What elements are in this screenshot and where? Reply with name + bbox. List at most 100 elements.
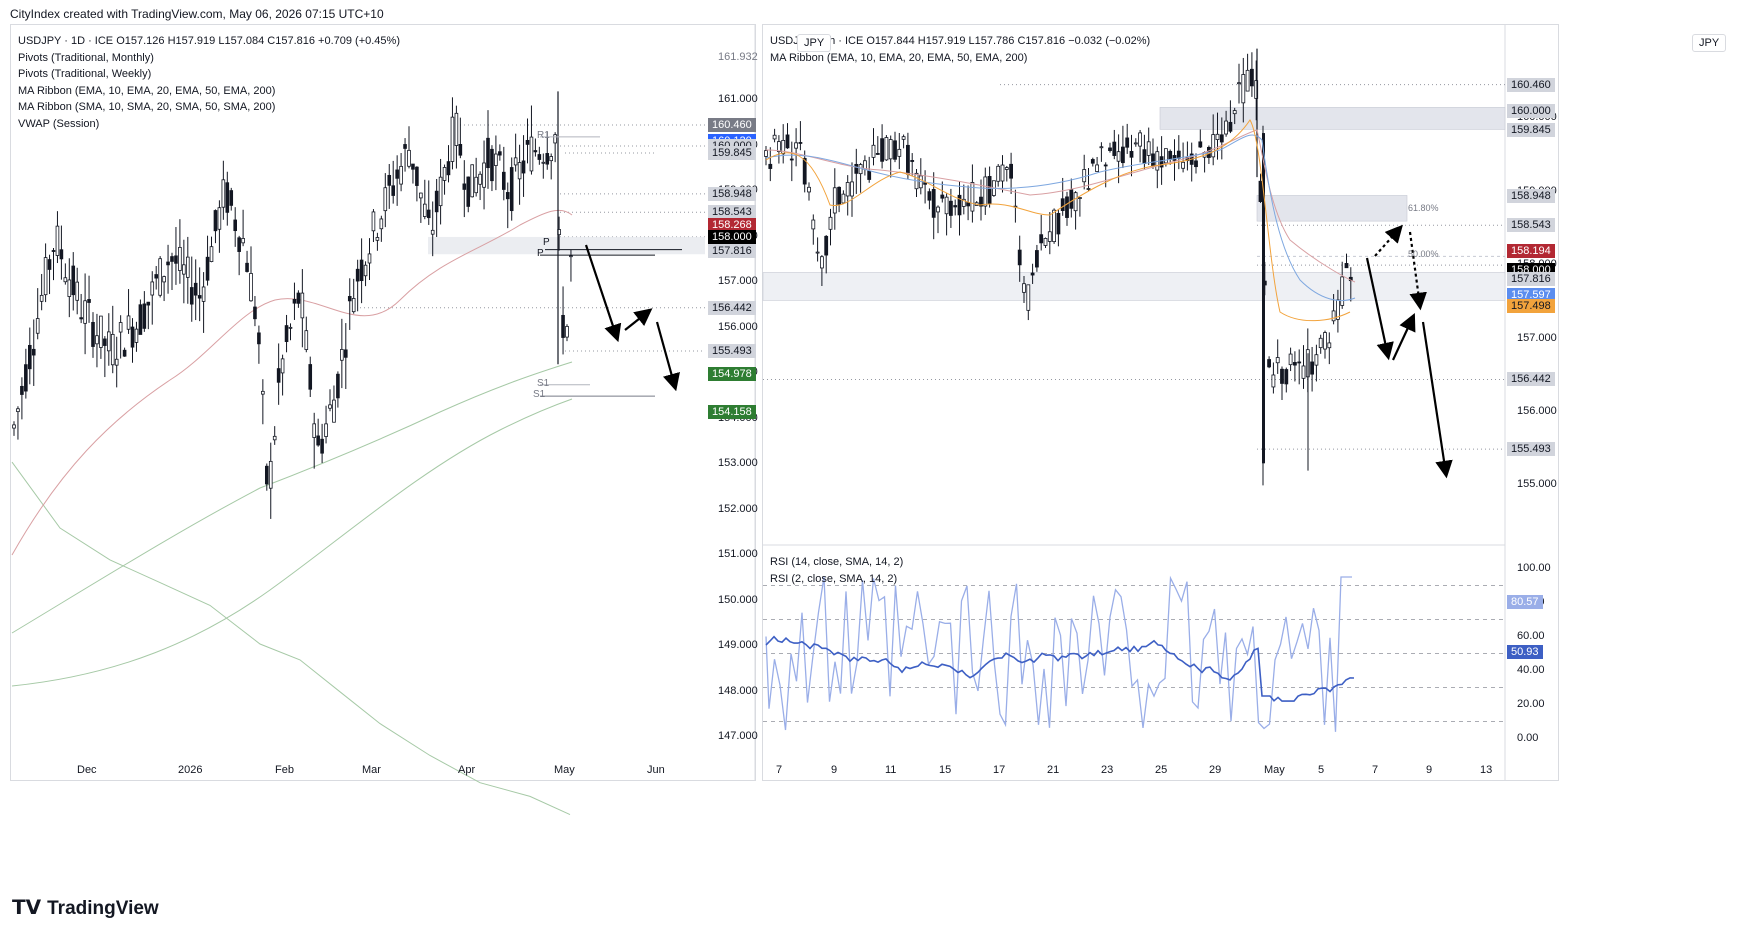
left-candle-down: [166, 261, 170, 266]
left-candle-up: [118, 322, 123, 333]
right-ema20-line: [765, 134, 1356, 301]
left-candle-up: [114, 358, 119, 366]
right-candle-down: [1310, 361, 1314, 375]
right-x-tick: 21: [1047, 764, 1060, 776]
left-legend-pivots-weekly[interactable]: Pivots (Traditional, Weekly): [18, 68, 152, 80]
left-candle-down: [170, 256, 174, 262]
left-candle-up: [67, 279, 72, 297]
right-price-badge[interactable]: 157.597: [1507, 287, 1555, 302]
left-x-tick: Feb: [275, 764, 294, 776]
left-candle-up: [517, 162, 522, 180]
right-price-badge[interactable]: 160.460: [1507, 77, 1555, 92]
right-candle-down: [1267, 359, 1271, 368]
left-price-badge[interactable]: 157.816: [708, 243, 756, 258]
left-candle-up: [470, 164, 474, 198]
left-y-tick: 161.000: [718, 93, 758, 106]
right-candle-up: [1275, 357, 1280, 364]
right-candle-up: [936, 206, 940, 213]
left-price-badge[interactable]: 158.268: [708, 217, 756, 232]
tradingview-brand[interactable]: 𝗧𝗩 TradingView: [12, 895, 159, 920]
right-candle-down: [789, 158, 794, 161]
left-legend-pivots-monthly[interactable]: Pivots (Traditional, Monthly): [18, 51, 154, 64]
rsi-value-badge[interactable]: 80.57: [1507, 594, 1543, 609]
left-candle-up: [272, 435, 277, 441]
left-price-badge[interactable]: 154.158: [708, 404, 756, 419]
right-candle-down: [1194, 160, 1198, 168]
left-legend-ma-ribbon-ema[interactable]: MA Ribbon (EMA, 10, EMA, 20, EMA, 50, EM…: [18, 84, 276, 97]
right-candle-down: [1284, 369, 1289, 385]
right-candle-up: [1026, 284, 1031, 311]
right-price-badge[interactable]: 157.498: [1507, 298, 1555, 313]
right-legend-ma-ribbon[interactable]: MA Ribbon (EMA, 10, EMA, 20, EMA, 50, EM…: [770, 51, 1028, 64]
left-candle-down: [561, 314, 565, 338]
right-price-badge[interactable]: 155.493: [1507, 442, 1555, 457]
left-candle-down: [336, 373, 340, 399]
left-price-badge[interactable]: 156.442: [708, 300, 756, 315]
right-candle-up: [996, 165, 1001, 182]
left-candle-up: [513, 157, 518, 166]
left-x-tick: Jun: [647, 764, 665, 776]
left-projection-arrow-up: [624, 308, 653, 331]
rsi14-line: [765, 635, 1355, 702]
right-price-badge[interactable]: 158.948: [1507, 188, 1555, 203]
left-price-badge[interactable]: 154.978: [708, 367, 756, 382]
left-legend-ma-ribbon-sma[interactable]: MA Ribbon (SMA, 10, SMA, 20, SMA, 50, SM…: [18, 101, 276, 113]
left-legend-vwap[interactable]: VWAP (Session): [18, 117, 100, 130]
left-candle-down: [355, 268, 360, 282]
left-legend-symbol[interactable]: USDJPY · 1D · ICE O157.126 H157.919 L157…: [18, 35, 400, 47]
right-price-badge[interactable]: 156.442: [1507, 372, 1555, 387]
left-candle-up: [221, 179, 226, 208]
right-x-tick: 9: [831, 764, 838, 776]
right-candle-down: [1198, 141, 1203, 148]
rsi2-legend[interactable]: RSI (2, close, SMA, 14, 2): [770, 572, 898, 585]
right-candle-down: [1125, 137, 1130, 148]
right-candle-down: [880, 138, 884, 162]
rsi-value-badge[interactable]: 50.93: [1507, 644, 1543, 659]
left-currency-label[interactable]: JPY: [797, 34, 832, 52]
right-candle-up: [1099, 146, 1104, 149]
right-price-badge[interactable]: 159.845: [1507, 122, 1555, 137]
left-price-badge[interactable]: 159.845: [708, 146, 756, 161]
right-price-badge[interactable]: 158.543: [1507, 218, 1555, 233]
left-price-badge[interactable]: 158.948: [708, 186, 756, 201]
right-price-badge[interactable]: 157.816: [1507, 271, 1555, 286]
left-price-badge[interactable]: 158.000: [708, 229, 756, 244]
right-candle-up: [1043, 238, 1048, 246]
left-candle-down: [233, 219, 238, 232]
right-candle-down: [1009, 163, 1013, 179]
left-candle-up: [288, 326, 293, 329]
right-candle-up: [888, 139, 893, 160]
left-candle-down: [426, 209, 431, 219]
left-candle-down: [213, 210, 218, 232]
left-candle-down: [320, 438, 324, 454]
left-candle-up: [324, 423, 328, 437]
left-candle-down: [225, 182, 230, 213]
left-candle-up: [268, 460, 273, 489]
right-candle-up: [1078, 197, 1082, 199]
left-price-badge[interactable]: 160.460: [708, 118, 756, 133]
left-candle-up: [158, 258, 162, 296]
right-x-tick: May: [1264, 764, 1285, 776]
right-candle-up: [1022, 283, 1026, 293]
rsi14-legend[interactable]: RSI (14, close, SMA, 14, 2): [770, 556, 904, 568]
right-legend-symbol[interactable]: USDJPY · 4h · ICE O157.844 H157.919 L157…: [770, 35, 1151, 47]
right-support-zone: [762, 272, 1506, 301]
right-currency-label[interactable]: JPY: [1692, 34, 1727, 52]
left-candle-down: [257, 332, 261, 345]
left-candle-down: [284, 325, 289, 343]
right-candle-up: [794, 142, 798, 149]
left-price-badge[interactable]: 158.543: [708, 205, 756, 220]
left-candle-down: [533, 150, 538, 153]
left-candle-up: [438, 176, 443, 207]
left-price-badge[interactable]: 155.493: [708, 343, 756, 358]
right-candle-up: [1116, 151, 1121, 162]
right-candle-down: [949, 200, 953, 216]
left-candle-down: [91, 321, 95, 347]
right-resistance-zone-top: [1159, 107, 1506, 130]
right-candle-down: [1172, 155, 1177, 161]
left-candle-down: [138, 304, 143, 335]
right-price-badge[interactable]: 160.000: [1507, 104, 1555, 119]
right-candle-down: [1039, 234, 1044, 244]
right-price-badge[interactable]: 158.194: [1507, 243, 1555, 258]
